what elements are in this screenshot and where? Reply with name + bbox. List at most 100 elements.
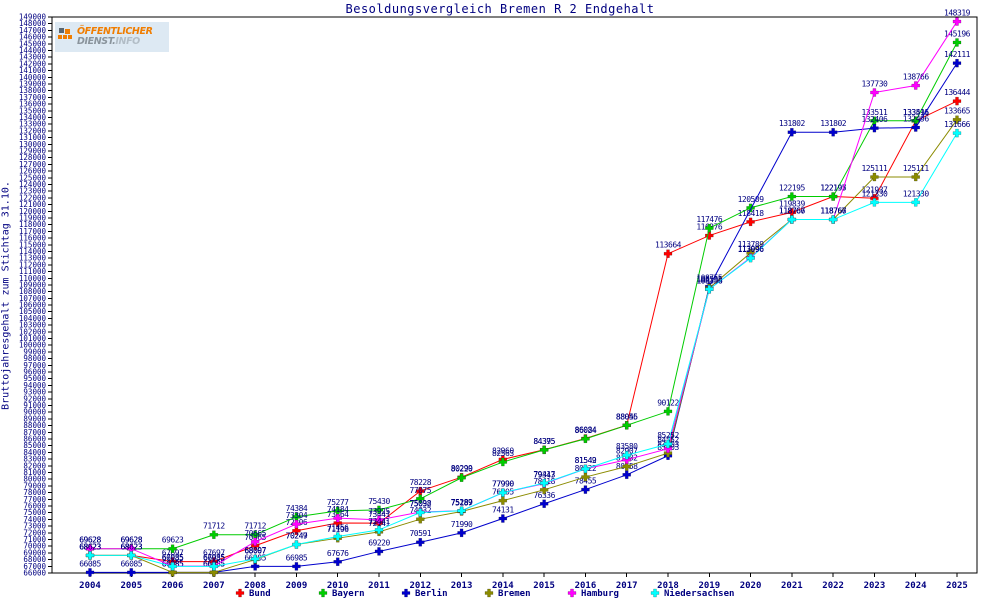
x-tick-label: 2006 <box>162 581 184 591</box>
x-tick-label: 2004 <box>79 581 101 591</box>
point-label-bayern: 69623 <box>162 536 184 545</box>
data-point-niedersachsen <box>870 198 879 207</box>
point-label-bremen: 71196 <box>327 525 349 534</box>
y-tick-label: 93000 <box>23 388 46 397</box>
y-tick-label: 136000 <box>19 100 47 109</box>
point-label-niedersachsen: 121330 <box>903 189 930 198</box>
x-tick-label: 2020 <box>740 581 762 591</box>
point-label-niedersachsen: 70249 <box>286 532 308 541</box>
x-tick-label: 2023 <box>864 581 886 591</box>
x-tick-label: 2016 <box>575 581 597 591</box>
y-tick-label: 107000 <box>19 294 47 303</box>
point-label-bayern: 90122 <box>657 398 679 407</box>
data-point-berlin <box>416 537 425 547</box>
data-point-niedersachsen <box>581 464 590 474</box>
x-tick-label: 2022 <box>822 581 844 591</box>
data-point-bremen <box>952 115 962 124</box>
data-point-hamburg <box>911 81 920 90</box>
point-label-bayern: 88046 <box>616 412 638 421</box>
point-label-hamburg: 113096 <box>738 245 765 254</box>
y-tick-label: 141000 <box>19 66 47 75</box>
point-label-bayern: 145196 <box>944 29 971 38</box>
point-label-hamburg: 137730 <box>861 79 888 88</box>
x-tick-label: 2014 <box>492 581 514 591</box>
data-point-hamburg <box>250 537 260 546</box>
data-point-niedersachsen <box>828 215 838 224</box>
point-label-bayern: 122195 <box>779 184 806 193</box>
data-point-bremen <box>209 568 219 577</box>
point-label-niedersachsen: 108356 <box>696 276 723 285</box>
point-label-berlin: 66985 <box>286 553 308 562</box>
legend-marker-bayern <box>318 588 328 598</box>
logo-blocks-icon <box>58 27 74 47</box>
data-point-niedersachsen <box>416 508 425 517</box>
point-label-berlin: 71990 <box>451 520 473 529</box>
y-tick-label: 109000 <box>19 280 47 289</box>
point-label-berlin: 132406 <box>861 115 888 124</box>
point-label-bund: 113664 <box>655 241 682 250</box>
y-tick-label: 98000 <box>23 354 46 363</box>
data-point-bund <box>746 217 755 227</box>
point-label-niedersachsen: 68097 <box>244 546 266 555</box>
y-tick-label: 134000 <box>19 113 47 122</box>
data-point-bayern <box>168 544 177 553</box>
point-label-berlin: 67676 <box>327 549 349 558</box>
data-point-bayern <box>416 494 425 504</box>
data-point-bremen <box>168 568 177 577</box>
data-point-berlin <box>333 557 342 567</box>
x-tick-label: 2010 <box>327 581 349 591</box>
point-label-berlin: 108755 <box>696 274 723 283</box>
y-tick-label: 100000 <box>19 341 47 350</box>
point-label-hamburg: 75289 <box>451 498 473 507</box>
y-tick-label: 117000 <box>19 227 47 236</box>
point-label-bremen: 75187 <box>451 498 473 507</box>
data-point-bayern <box>622 421 631 430</box>
legend-marker-hamburg <box>567 588 577 598</box>
point-label-bremen: 70247 <box>286 532 308 541</box>
point-label-niedersachsen: 118766 <box>820 207 847 216</box>
point-label-bund: 136444 <box>944 88 971 97</box>
x-tick-label: 2019 <box>698 581 720 591</box>
point-label-bund: 122197 <box>820 184 847 193</box>
y-tick-label: 108000 <box>19 287 47 296</box>
point-label-niedersachsen: 75032 <box>409 499 431 508</box>
legend-label-bund: Bund <box>249 589 271 599</box>
data-point-bremen <box>911 172 920 182</box>
point-label-niedersachsen: 68623 <box>120 542 142 551</box>
y-tick-label: 125000 <box>19 173 47 182</box>
data-point-niedersachsen <box>705 285 714 294</box>
data-point-bayern <box>292 512 301 522</box>
y-tick-label: 120000 <box>19 207 47 216</box>
legend-marker-bremen <box>484 588 494 598</box>
series-line-niedersachsen <box>90 132 958 567</box>
point-label-bayern: 133511 <box>861 108 888 117</box>
point-label-bayern: 75277 <box>327 498 349 507</box>
chart-title: Besoldungsvergleich Bremen R 2 Endgehalt <box>345 2 655 16</box>
point-label-niedersachsen: 112996 <box>738 245 765 254</box>
x-tick-label: 2007 <box>203 581 225 591</box>
point-label-bayern: 71712 <box>203 522 225 531</box>
data-point-niedersachsen <box>250 554 260 564</box>
site-logo[interactable]: ÖFFENTLICHER DIENST.INFO <box>55 22 169 52</box>
x-tick-label: 2017 <box>616 581 638 591</box>
y-tick-label: 138000 <box>19 86 47 95</box>
legend-marker-bund <box>235 588 245 598</box>
point-label-bayern: 82563 <box>492 449 514 458</box>
data-point-niedersachsen <box>127 551 136 560</box>
data-point-hamburg <box>870 88 879 97</box>
y-tick-label: 142000 <box>19 59 47 68</box>
y-tick-label: 72000 <box>23 528 46 537</box>
y-tick-label: 118000 <box>19 220 47 229</box>
point-label-niedersachsen: 79417 <box>533 470 555 479</box>
data-point-berlin <box>581 485 590 494</box>
point-label-niedersachsen: 66985 <box>162 553 184 562</box>
data-point-bund <box>787 208 797 217</box>
y-tick-label: 81000 <box>23 468 46 477</box>
data-point-niedersachsen <box>333 532 342 541</box>
y-tick-label: 121000 <box>19 200 47 209</box>
data-point-berlin <box>127 568 136 577</box>
data-point-berlin <box>952 58 962 68</box>
data-point-hamburg <box>292 519 301 529</box>
x-tick-label: 2018 <box>657 581 679 591</box>
